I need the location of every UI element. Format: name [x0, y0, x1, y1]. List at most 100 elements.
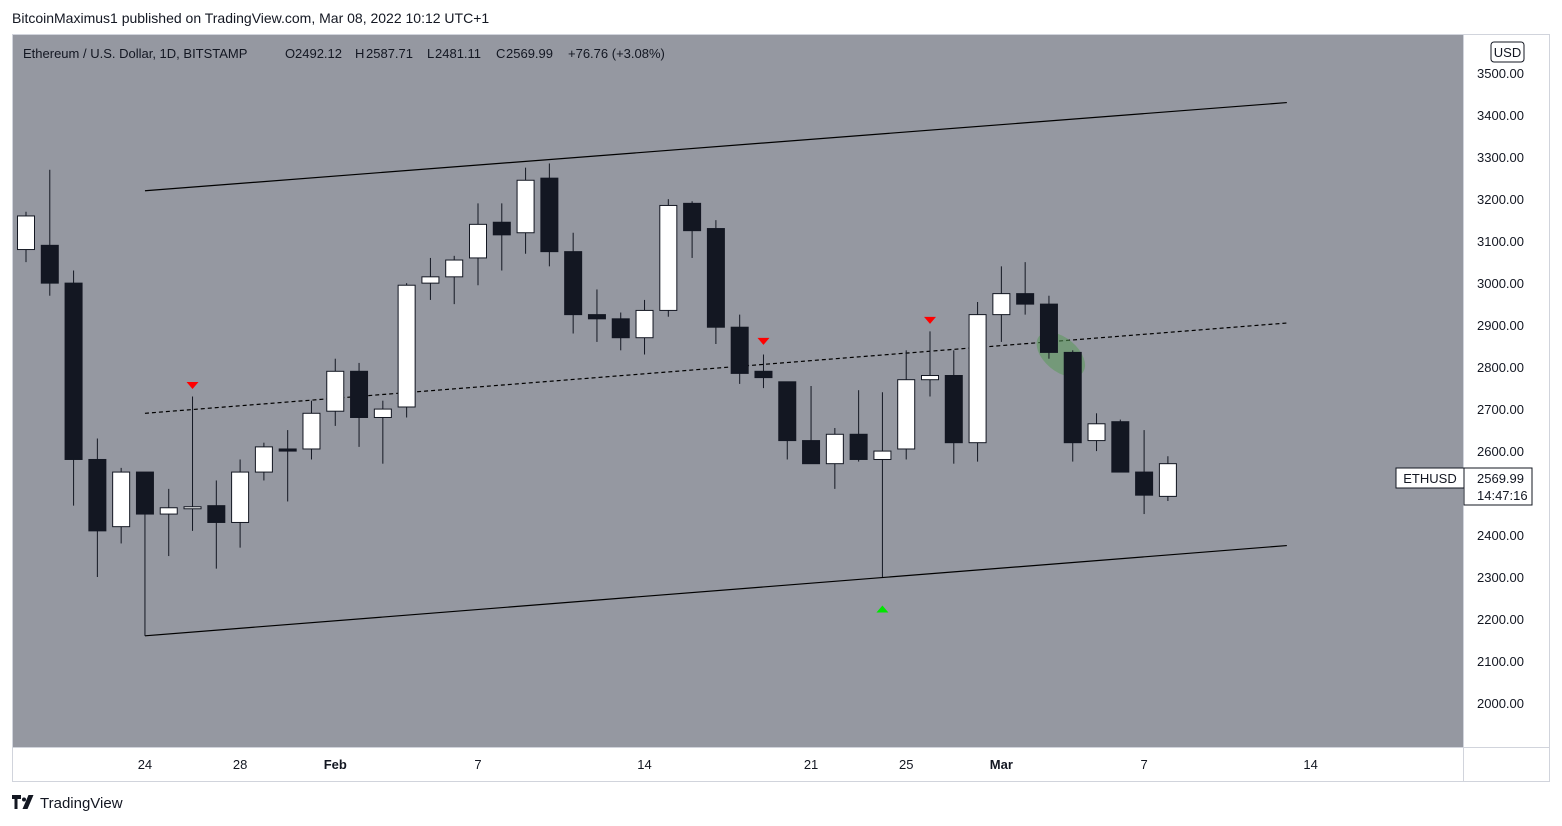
candle-body: [64, 282, 83, 460]
footer-brand[interactable]: TradingView: [40, 795, 123, 812]
candle-body: [968, 314, 987, 444]
candle-2022-01-28[interactable]: [231, 459, 250, 548]
chart-legend: Ethereum / U.S. Dollar, 1D, BITSTAMP O 2…: [23, 46, 665, 61]
price-tick-label: 2900.00: [1477, 318, 1524, 333]
last-price-box: 2569.99 14:47:16: [1463, 467, 1533, 506]
candle-2022-02-05[interactable]: [421, 257, 440, 300]
price-axis[interactable]: 3500.00 3400.00 3300.00 3200.00 3100.00 3000.…: [1477, 66, 1524, 711]
currency-button[interactable]: USD: [1490, 41, 1525, 63]
ticker-label: ETHUSD: [1403, 471, 1456, 486]
candle-2022-01-30[interactable]: [278, 430, 297, 502]
candle-2022-02-22[interactable]: [825, 427, 844, 489]
candle-2022-02-10[interactable]: [540, 163, 559, 267]
candle-body: [492, 221, 511, 236]
candle-body: [992, 293, 1011, 316]
candle-2022-03-01[interactable]: [992, 266, 1011, 342]
time-tick-label: 24: [138, 757, 152, 772]
candle-2022-02-09[interactable]: [516, 167, 535, 254]
candle-body: [1158, 463, 1177, 497]
candle-2022-03-08[interactable]: [1158, 456, 1177, 501]
candle-2022-02-01[interactable]: [326, 358, 345, 426]
markers-layer: [186, 316, 936, 613]
legend-h-value: 2587.71: [366, 46, 413, 61]
candle-2022-02-03[interactable]: [373, 400, 392, 464]
candle-2022-02-18[interactable]: [730, 314, 749, 384]
time-axis[interactable]: 24 28 Feb 7 14 21 25 Mar 7 14: [138, 757, 1318, 772]
candle-body: [516, 179, 535, 234]
currency-label: USD: [1494, 45, 1521, 60]
legend-h-label: H: [355, 46, 364, 61]
candle-body: [231, 471, 250, 523]
trendline-channel-support: [144, 544, 1287, 637]
time-tick-label: 14: [637, 757, 651, 772]
candle-2022-02-06[interactable]: [445, 255, 464, 305]
price-tick-label: 2200.00: [1477, 612, 1524, 627]
candle-2022-02-02[interactable]: [350, 362, 369, 447]
candle-2022-02-14[interactable]: [635, 299, 654, 355]
signal-marker-down: [757, 337, 770, 345]
candle-2022-01-29[interactable]: [254, 442, 273, 481]
candle-2022-03-06[interactable]: [1111, 419, 1130, 473]
candle-2022-01-21[interactable]: [64, 270, 83, 506]
candle-body: [540, 177, 559, 253]
candle-body: [921, 375, 939, 381]
candle-2022-02-23[interactable]: [849, 390, 868, 462]
time-tick-label: 14: [1303, 757, 1317, 772]
candle-body: [849, 433, 868, 460]
plot-pane[interactable]: [13, 35, 1463, 747]
candle-2022-03-04[interactable]: [1063, 350, 1082, 462]
candle-2022-02-17[interactable]: [706, 220, 725, 345]
candle-body: [944, 375, 963, 444]
candle-2022-01-23[interactable]: [112, 467, 131, 544]
candle-2022-02-26[interactable]: [921, 331, 939, 397]
price-tick-label: 2300.00: [1477, 570, 1524, 585]
candle-2022-02-16[interactable]: [683, 201, 702, 258]
price-tick-label: 3000.00: [1477, 276, 1524, 291]
candle-body: [564, 251, 583, 316]
candle-2022-03-07[interactable]: [1135, 430, 1154, 515]
candle-2022-02-27[interactable]: [944, 350, 963, 464]
candle-2022-02-12[interactable]: [587, 289, 606, 342]
candle-2022-01-31[interactable]: [302, 400, 321, 460]
chart-canvas[interactable]: Ethereum / U.S. Dollar, 1D, BITSTAMP O 2…: [12, 34, 1550, 782]
candle-body: [683, 202, 702, 232]
candle-2022-02-19[interactable]: [754, 354, 773, 389]
candle-body: [706, 228, 725, 328]
candle-2022-01-19[interactable]: [17, 211, 35, 263]
candle-2022-02-15[interactable]: [659, 199, 678, 317]
candle-2022-01-20[interactable]: [40, 169, 59, 296]
candle-2022-03-03[interactable]: [1039, 295, 1058, 359]
candle-2022-03-02[interactable]: [1016, 262, 1035, 315]
candle-2022-01-22[interactable]: [88, 438, 107, 578]
price-tick-label: 2700.00: [1477, 402, 1524, 417]
tradingview-logo-icon: [12, 794, 34, 813]
candle-body: [254, 446, 273, 473]
price-tick-label: 2800.00: [1477, 360, 1524, 375]
candle-2022-02-28[interactable]: [968, 302, 987, 462]
candle-2022-02-08[interactable]: [492, 203, 511, 271]
candle-body: [40, 244, 59, 284]
price-tick-label: 3300.00: [1477, 150, 1524, 165]
candle-2022-02-24[interactable]: [873, 392, 892, 578]
candle-2022-03-05[interactable]: [1087, 413, 1106, 452]
candle-body: [802, 440, 821, 465]
candle-2022-01-24[interactable]: [135, 471, 154, 636]
candle-2022-02-04[interactable]: [397, 283, 416, 418]
candle-2022-01-27[interactable]: [207, 480, 226, 569]
candle-body: [326, 370, 345, 412]
candle-2022-02-11[interactable]: [564, 232, 583, 334]
candle-2022-02-13[interactable]: [611, 312, 630, 351]
candle-2022-01-25[interactable]: [159, 488, 178, 557]
candle-2022-02-25[interactable]: [897, 350, 916, 460]
candle-body: [1063, 351, 1082, 444]
candle-body: [421, 276, 440, 284]
candle-2022-02-07[interactable]: [469, 203, 487, 286]
legend-symbol: Ethereum / U.S. Dollar, 1D, BITSTAMP: [23, 46, 247, 61]
candle-2022-02-20[interactable]: [778, 381, 797, 460]
candle-2022-01-26[interactable]: [183, 396, 202, 531]
price-tick-label: 3100.00: [1477, 234, 1524, 249]
candle-body: [1039, 303, 1058, 353]
candle-2022-02-21[interactable]: [802, 386, 821, 465]
time-tick-label: 21: [804, 757, 818, 772]
ticker-label-box: ETHUSD: [1395, 467, 1465, 489]
